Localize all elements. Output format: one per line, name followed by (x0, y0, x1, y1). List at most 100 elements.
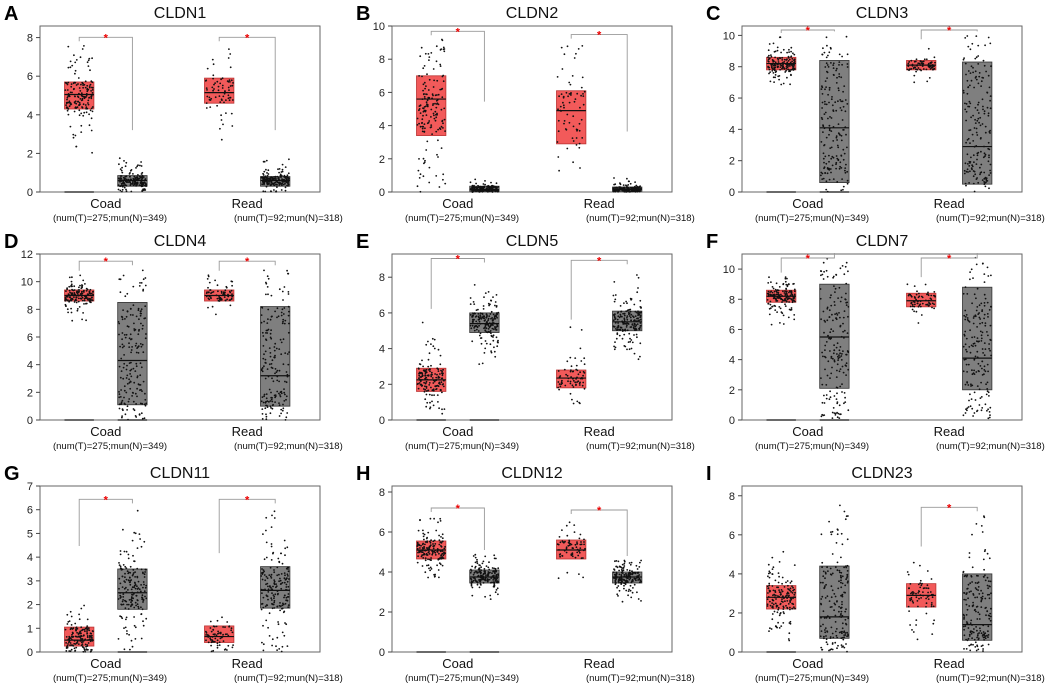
data-point (482, 188, 485, 191)
data-point (432, 382, 435, 384)
data-point (212, 63, 215, 66)
data-point (768, 43, 771, 45)
data-point (613, 177, 615, 179)
data-point (837, 297, 839, 299)
data-point (565, 128, 568, 131)
data-point (790, 307, 793, 309)
data-point (629, 310, 632, 313)
data-point (582, 381, 585, 384)
data-point (273, 583, 276, 586)
data-point (84, 650, 86, 653)
data-point (278, 573, 280, 576)
data-point (970, 79, 973, 82)
data-point (72, 632, 74, 635)
data-point (476, 187, 478, 190)
data-point (81, 48, 84, 50)
data-point (279, 173, 282, 176)
data-point (285, 586, 288, 588)
data-point (117, 188, 120, 191)
data-point (832, 73, 835, 76)
data-point (634, 185, 636, 188)
data-point (831, 411, 834, 414)
data-point (569, 392, 572, 395)
data-point (417, 555, 419, 558)
significance-star: * (104, 494, 109, 506)
data-point (618, 589, 621, 592)
data-point (217, 85, 220, 88)
data-point (418, 374, 421, 377)
data-point (623, 333, 626, 336)
data-point (262, 160, 265, 163)
data-point (65, 294, 67, 297)
data-point (483, 568, 486, 570)
data-point (579, 533, 582, 536)
data-point (474, 553, 477, 556)
data-point (479, 316, 482, 318)
data-point (776, 311, 778, 313)
data-point (623, 320, 626, 323)
data-point (473, 303, 476, 305)
data-point (493, 350, 496, 353)
data-point (823, 161, 825, 164)
data-point (776, 63, 779, 66)
data-point (76, 309, 79, 312)
data-point (441, 370, 443, 373)
data-point (613, 183, 615, 186)
data-point (473, 284, 476, 286)
data-point (969, 142, 971, 145)
data-point (964, 108, 967, 111)
data-point (626, 177, 628, 180)
data-point (221, 77, 224, 80)
data-point (431, 553, 434, 556)
data-point (640, 187, 642, 190)
data-point (216, 639, 219, 642)
data-point (976, 154, 979, 157)
data-point (773, 293, 776, 296)
data-point (86, 626, 88, 629)
data-point (284, 574, 286, 577)
data-point (788, 290, 791, 293)
data-point (90, 97, 93, 100)
data-point (431, 550, 434, 553)
data-point (974, 344, 977, 347)
sample-note: (num(T)=92;mun(N)=318) (936, 213, 1045, 224)
data-point (443, 48, 446, 50)
data-point (614, 341, 616, 343)
data-point (145, 617, 148, 620)
significance-bracket (430, 258, 485, 309)
data-point (820, 274, 822, 277)
data-point (429, 517, 432, 520)
data-point (492, 313, 495, 316)
data-point (616, 566, 619, 569)
data-point (136, 347, 139, 349)
data-point (976, 356, 979, 359)
data-point (209, 638, 212, 641)
data-point (615, 577, 618, 579)
data-point (621, 337, 624, 340)
data-point (214, 82, 217, 84)
data-point (266, 174, 269, 177)
data-point (988, 86, 991, 89)
data-point (836, 392, 838, 395)
data-point (277, 168, 279, 171)
data-point (834, 412, 837, 415)
data-point (786, 284, 789, 286)
data-point (144, 284, 147, 287)
data-point (479, 564, 481, 567)
y-tick-label: 4 (379, 121, 385, 133)
data-point (821, 413, 824, 416)
data-point (207, 635, 210, 637)
data-point (78, 103, 81, 106)
data-point (276, 186, 278, 189)
data-point (828, 129, 831, 132)
data-point (123, 389, 126, 392)
data-point (929, 297, 932, 300)
data-point (845, 353, 848, 356)
data-point (618, 328, 621, 331)
data-point (134, 601, 137, 604)
data-point (832, 178, 835, 181)
y-tick-label: 2 (729, 385, 735, 397)
data-point (833, 349, 836, 352)
data-point (429, 540, 431, 543)
data-point (118, 396, 121, 399)
